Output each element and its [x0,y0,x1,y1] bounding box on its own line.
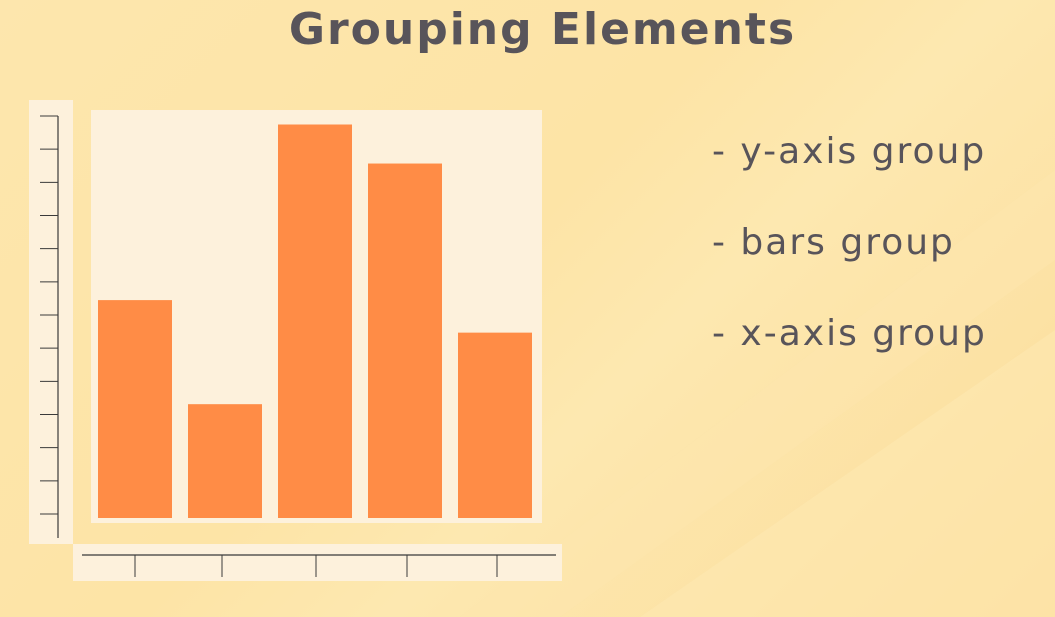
bar-5 [458,332,532,518]
group-list: - y-axis group - bars group - x-axis gro… [712,126,987,399]
page-title: Grouping Elements [288,4,797,55]
bars-group [98,124,532,519]
y-axis-group [40,115,59,538]
x-axis-group-box [73,544,562,581]
bar-3 [278,124,352,519]
y-axis-group-box [29,100,73,544]
group-list-item-y-axis: - y-axis group [712,131,987,172]
group-list-item-bars: - bars group [712,222,955,263]
group-list-item-x-axis: - x-axis group [712,313,987,354]
bar-2 [188,404,262,518]
x-axis-group [82,554,556,577]
bar-4 [368,163,442,519]
bar-1 [98,300,172,518]
